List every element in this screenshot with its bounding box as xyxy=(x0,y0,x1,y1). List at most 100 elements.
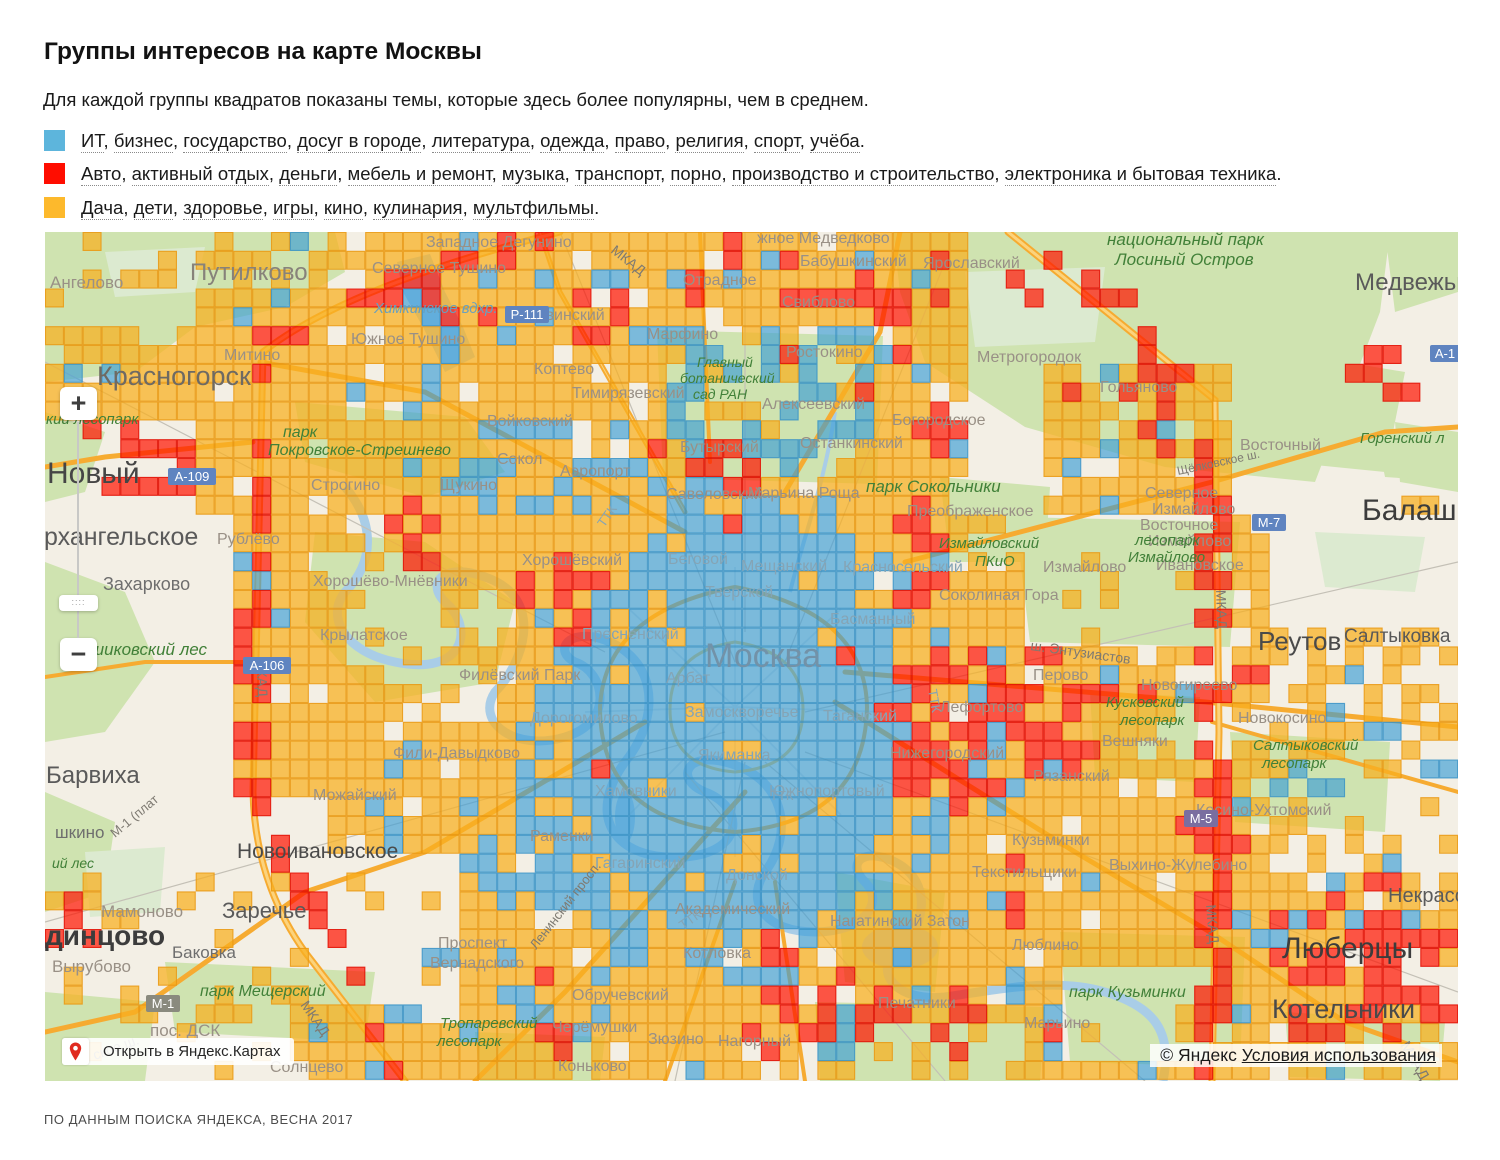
svg-text:Якиманка: Якиманка xyxy=(698,747,771,764)
svg-text:Басманный: Басманный xyxy=(830,611,915,628)
svg-text:Строгино: Строгино xyxy=(311,477,380,494)
svg-text:Москва: Москва xyxy=(705,637,821,675)
svg-text:Бутырский: Бутырский xyxy=(680,439,759,456)
svg-text:парк Сокольники: парк Сокольники xyxy=(866,477,1001,496)
svg-text:Р-111: Р-111 xyxy=(511,307,544,322)
svg-text:Текстильщики: Текстильщики xyxy=(972,864,1077,881)
svg-text:Кусковский: Кусковский xyxy=(1106,694,1185,711)
svg-text:Бабушкинский: Бабушкинский xyxy=(800,253,907,270)
svg-text:А-1: А-1 xyxy=(1435,346,1455,361)
svg-text:Коптево: Коптево xyxy=(534,361,594,378)
svg-text:Фили-Давыдково: Фили-Давыдково xyxy=(393,745,520,762)
svg-text:Ивановское: Ивановское xyxy=(1156,557,1244,574)
svg-text:Некрасо: Некрасо xyxy=(1388,885,1458,907)
svg-text:шиковский лес: шиковский лес xyxy=(90,640,208,659)
svg-text:Мещанский: Мещанский xyxy=(741,558,827,575)
svg-text:Медвежьи: Медвежьи xyxy=(1355,269,1458,296)
svg-text:шкино: шкино xyxy=(55,823,104,842)
svg-text:Хорошёвский: Хорошёвский xyxy=(522,552,622,569)
svg-text:Арбат: Арбат xyxy=(666,670,711,687)
svg-text:Останкинский: Останкинский xyxy=(800,435,903,452)
svg-text:Котельники: Котельники xyxy=(1272,994,1415,1024)
svg-text:Таганский: Таганский xyxy=(823,708,897,725)
svg-text:Черёмушки: Черёмушки xyxy=(552,1019,637,1036)
svg-text:Измайловский: Измайловский xyxy=(939,535,1040,552)
svg-text:Люблино: Люблино xyxy=(1012,937,1079,954)
svg-text:М-7: М-7 xyxy=(1258,515,1280,530)
svg-text:М-5: М-5 xyxy=(1190,811,1212,826)
svg-text:Нагатинский Затон: Нагатинский Затон xyxy=(830,913,970,930)
svg-text:Тимирязевский: Тимирязевский xyxy=(572,385,685,402)
svg-text:А-109: А-109 xyxy=(175,469,210,484)
svg-text:Балаши: Балаши xyxy=(1362,494,1458,527)
svg-text:Марьина Роща: Марьина Роща xyxy=(748,485,860,502)
svg-text:Салтыковка: Салтыковка xyxy=(1344,626,1451,647)
svg-text:Алексеевский: Алексеевский xyxy=(762,396,865,413)
svg-text:А-106: А-106 xyxy=(250,658,285,673)
svg-text:Новогиреево: Новогиреево xyxy=(1141,677,1237,694)
svg-text:Академический: Академический xyxy=(675,901,790,918)
svg-text:Вешняки: Вешняки xyxy=(1102,733,1168,750)
svg-text:Ангелово: Ангелово xyxy=(50,273,123,292)
svg-text:Дорогомилово: Дорогомилово xyxy=(530,710,638,727)
svg-text:Митино: Митино xyxy=(224,347,280,364)
svg-text:Рязанский: Рязанский xyxy=(1033,768,1110,785)
svg-text:пос. ДСК: пос. ДСК xyxy=(150,1021,220,1040)
svg-text:лесопарк: лесопарк xyxy=(1261,755,1327,772)
svg-text:Ростокино: Ростокино xyxy=(786,344,863,361)
svg-text:Соколиная Гора: Соколиная Гора xyxy=(939,587,1059,604)
svg-text:Филёвский Парк: Филёвский Парк xyxy=(459,667,581,684)
svg-text:Отрадное: Отрадное xyxy=(683,272,757,289)
svg-text:Заречье: Заречье xyxy=(222,898,306,923)
svg-text:Барвиха: Барвиха xyxy=(46,762,140,789)
svg-text:Гольяново: Гольяново xyxy=(1100,379,1178,396)
svg-text:Пресненский: Пресненский xyxy=(582,626,679,643)
svg-text:ТТК: ТТК xyxy=(770,788,794,803)
svg-text:Обручевский: Обручевский xyxy=(572,987,669,1004)
svg-text:парк Кузьминки: парк Кузьминки xyxy=(1069,984,1186,1001)
svg-text:Косино-Ухтомский: Косино-Ухтомский xyxy=(1196,802,1331,819)
svg-text:Кузьминки: Кузьминки xyxy=(1012,832,1090,849)
svg-text:Измайлово: Измайлово xyxy=(1152,501,1235,518)
svg-text:Хорошёво-Мнёвники: Хорошёво-Мнёвники xyxy=(313,573,468,590)
svg-text:Реутов: Реутов xyxy=(1258,626,1341,656)
svg-text:Зюзино: Зюзино xyxy=(648,1031,704,1048)
svg-text:Красногорск: Красногорск xyxy=(97,361,251,391)
svg-text:Измайлово: Измайлово xyxy=(1043,559,1126,576)
svg-text:сад РАН: сад РАН xyxy=(693,386,748,402)
svg-text:лесопарк: лесопарк xyxy=(1134,532,1200,549)
svg-text:М-1: М-1 xyxy=(152,996,174,1011)
svg-text:Марьино: Марьино xyxy=(1024,1015,1090,1032)
svg-text:Нижегородский: Нижегородский xyxy=(890,745,1004,762)
svg-text:Аэропорт: Аэропорт xyxy=(560,463,631,480)
svg-text:Мамоново: Мамоново xyxy=(101,902,183,921)
svg-text:жное Медведково: жное Медведково xyxy=(757,232,890,247)
svg-text:ТТК: ТТК xyxy=(925,688,944,714)
svg-text:Тверской: Тверской xyxy=(705,584,773,601)
svg-text:Западное Дегунино: Западное Дегунино xyxy=(426,234,572,251)
svg-text:Покровское-Стрешнево: Покровское-Стрешнево xyxy=(268,442,451,459)
svg-text:Вернадского: Вернадского xyxy=(430,955,524,972)
svg-text:Донской: Донской xyxy=(726,867,788,884)
svg-text:Можайский: Можайский xyxy=(313,787,397,804)
svg-text:Сокол: Сокол xyxy=(497,451,543,468)
svg-text:Печатники: Печатники xyxy=(878,995,956,1012)
svg-text:Измайлово: Измайлово xyxy=(1128,549,1205,566)
svg-text:Измайлово: Измайлово xyxy=(1148,533,1231,550)
svg-text:Северное: Северное xyxy=(1145,485,1218,502)
svg-text:лесопарк: лесопарк xyxy=(436,1033,502,1050)
svg-text:МКАД: МКАД xyxy=(1213,590,1230,630)
svg-text:Котловка: Котловка xyxy=(683,945,751,962)
svg-text:Горенский л: Горенский л xyxy=(1360,430,1445,447)
svg-text:Хамовники: Хамовники xyxy=(595,783,677,800)
svg-text:Новокосино: Новокосино xyxy=(1238,710,1327,727)
svg-text:ботанический: ботанический xyxy=(680,370,775,386)
svg-text:Люберцы: Люберцы xyxy=(1282,932,1413,965)
svg-text:Лефортово: Лефортово xyxy=(940,699,1023,716)
svg-text:Богородское: Богородское xyxy=(892,412,986,429)
svg-text:парк Мещерский: парк Мещерский xyxy=(200,983,326,1000)
svg-text:Вырубово: Вырубово xyxy=(52,957,131,976)
svg-text:национальный парк: национальный парк xyxy=(1107,232,1265,249)
svg-text:Химкинское вдхр.: Химкинское вдхр. xyxy=(373,300,498,317)
svg-text:Южнопортовый: Южнопортовый xyxy=(769,783,885,800)
